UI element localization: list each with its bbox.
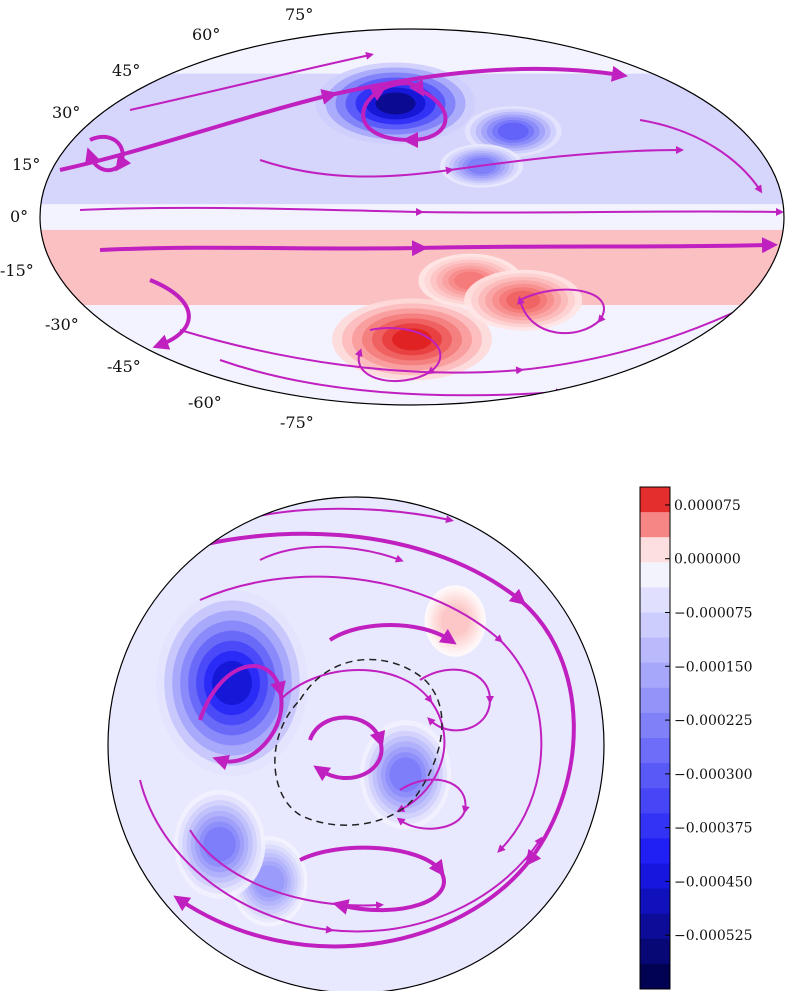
mollweide-map: 75° 60° 45° 30° 15° 0° -15° -30° -45° -60° -75° (0, 5, 785, 432)
colorbar-frame (639, 486, 671, 990)
streamline-2 (79, 206, 784, 216)
latitude-label-4: 15° (12, 155, 40, 174)
latitude-label-2: 45° (112, 61, 140, 80)
colorbar-band-7 (640, 662, 670, 689)
latitude-label-1: 60° (192, 25, 220, 44)
colorbar-ticks: 0.000075 0.000000 −0.000075 −0.000150 −0.000… (665, 498, 753, 944)
streamline-6 (361, 78, 448, 148)
dashed-contour (274, 658, 443, 826)
polar-streamline-7 (139, 779, 543, 934)
streamline-4 (179, 298, 764, 375)
colorbar-tick-label-3: −0.000150 (674, 659, 753, 675)
colorbar-band-12 (640, 788, 670, 814)
colorbar-band-13 (640, 813, 670, 839)
streamline-0 (59, 65, 628, 172)
latitude-label-9: -60° (188, 393, 222, 412)
colorbar-band-15 (640, 863, 670, 890)
colorbar-tick-label-6: −0.000375 (674, 821, 753, 837)
polar-streamline-12 (328, 623, 457, 645)
vortex-5 (464, 269, 583, 331)
colorbar-tick-label-1: 0.000000 (674, 552, 741, 568)
polar-streamline-4 (419, 668, 494, 732)
polar-streamline-11 (259, 545, 404, 563)
latitude-label-6: -15° (0, 261, 34, 280)
streamline-9 (149, 278, 191, 350)
streamline-5 (219, 359, 564, 397)
polar-vortex-0 (156, 590, 308, 776)
polar-streamlines (139, 507, 576, 949)
colorbar-band-4 (640, 587, 670, 613)
mollweide-streamlines (59, 51, 784, 397)
streamline-3 (99, 237, 778, 257)
band-0 (40, 229, 784, 306)
colorbar-band-14 (640, 838, 670, 864)
colorbar-tick-label-7: −0.000450 (674, 874, 753, 890)
colorbar-band-1 (640, 512, 670, 538)
latitude-label-10: -75° (280, 413, 314, 432)
latitude-label-3: 30° (52, 103, 80, 122)
colorbar-band-5 (640, 612, 670, 639)
latitude-label-5: 0° (10, 207, 28, 226)
polar-streamline-1 (199, 575, 543, 853)
colorbar-tick-label-2: −0.000075 (674, 606, 753, 622)
colorbar-tick-label-0: 0.000075 (674, 498, 741, 514)
polar-streamline-3 (308, 715, 386, 782)
colorbar-band-9 (640, 712, 670, 739)
latitude-label-8: -45° (107, 357, 141, 376)
streamline-10 (259, 146, 684, 178)
colorbar-band-6 (640, 637, 670, 664)
latitude-label-7: -30° (45, 315, 79, 334)
colorbar-tick-label-8: −0.000525 (674, 928, 753, 944)
colorbar-band-11 (640, 763, 670, 789)
colorbar: 0.000075 0.000000 −0.000075 −0.000150 −0.000… (639, 486, 753, 990)
colorbar-band-8 (640, 687, 670, 714)
streamline-7 (354, 327, 442, 383)
streamline-11 (639, 119, 763, 194)
polar-streamline-6 (198, 664, 286, 771)
latitude-label-0: 75° (285, 5, 313, 24)
vortex-1 (464, 106, 562, 157)
streamline-1 (129, 51, 374, 111)
polar-map (107, 496, 605, 994)
colorbar-band-18 (640, 938, 670, 965)
streamline-12 (84, 134, 132, 173)
colorbar-tick-label-5: −0.000300 (674, 767, 753, 783)
polar-streamline-5 (396, 778, 470, 830)
colorbar-band-19 (640, 963, 670, 990)
latitude-tick-labels: 75° 60° 45° 30° 15° 0° -15° -30° -45° -60° -75° (0, 5, 314, 432)
polar-field (108, 497, 604, 993)
mollweide-outline (39, 28, 785, 406)
polar-vortex-1 (359, 720, 452, 830)
polar-streamline-0 (149, 531, 576, 949)
colorbar-band-10 (640, 738, 670, 764)
colorbar-band-16 (640, 888, 670, 915)
polar-streamline-9 (299, 845, 446, 915)
colorbar-band-3 (640, 562, 670, 588)
colorbar-band-0 (640, 487, 670, 513)
colorbar-tick-label-4: −0.000225 (674, 713, 753, 729)
colorbar-bands (640, 487, 670, 990)
streamline-8 (517, 288, 606, 334)
